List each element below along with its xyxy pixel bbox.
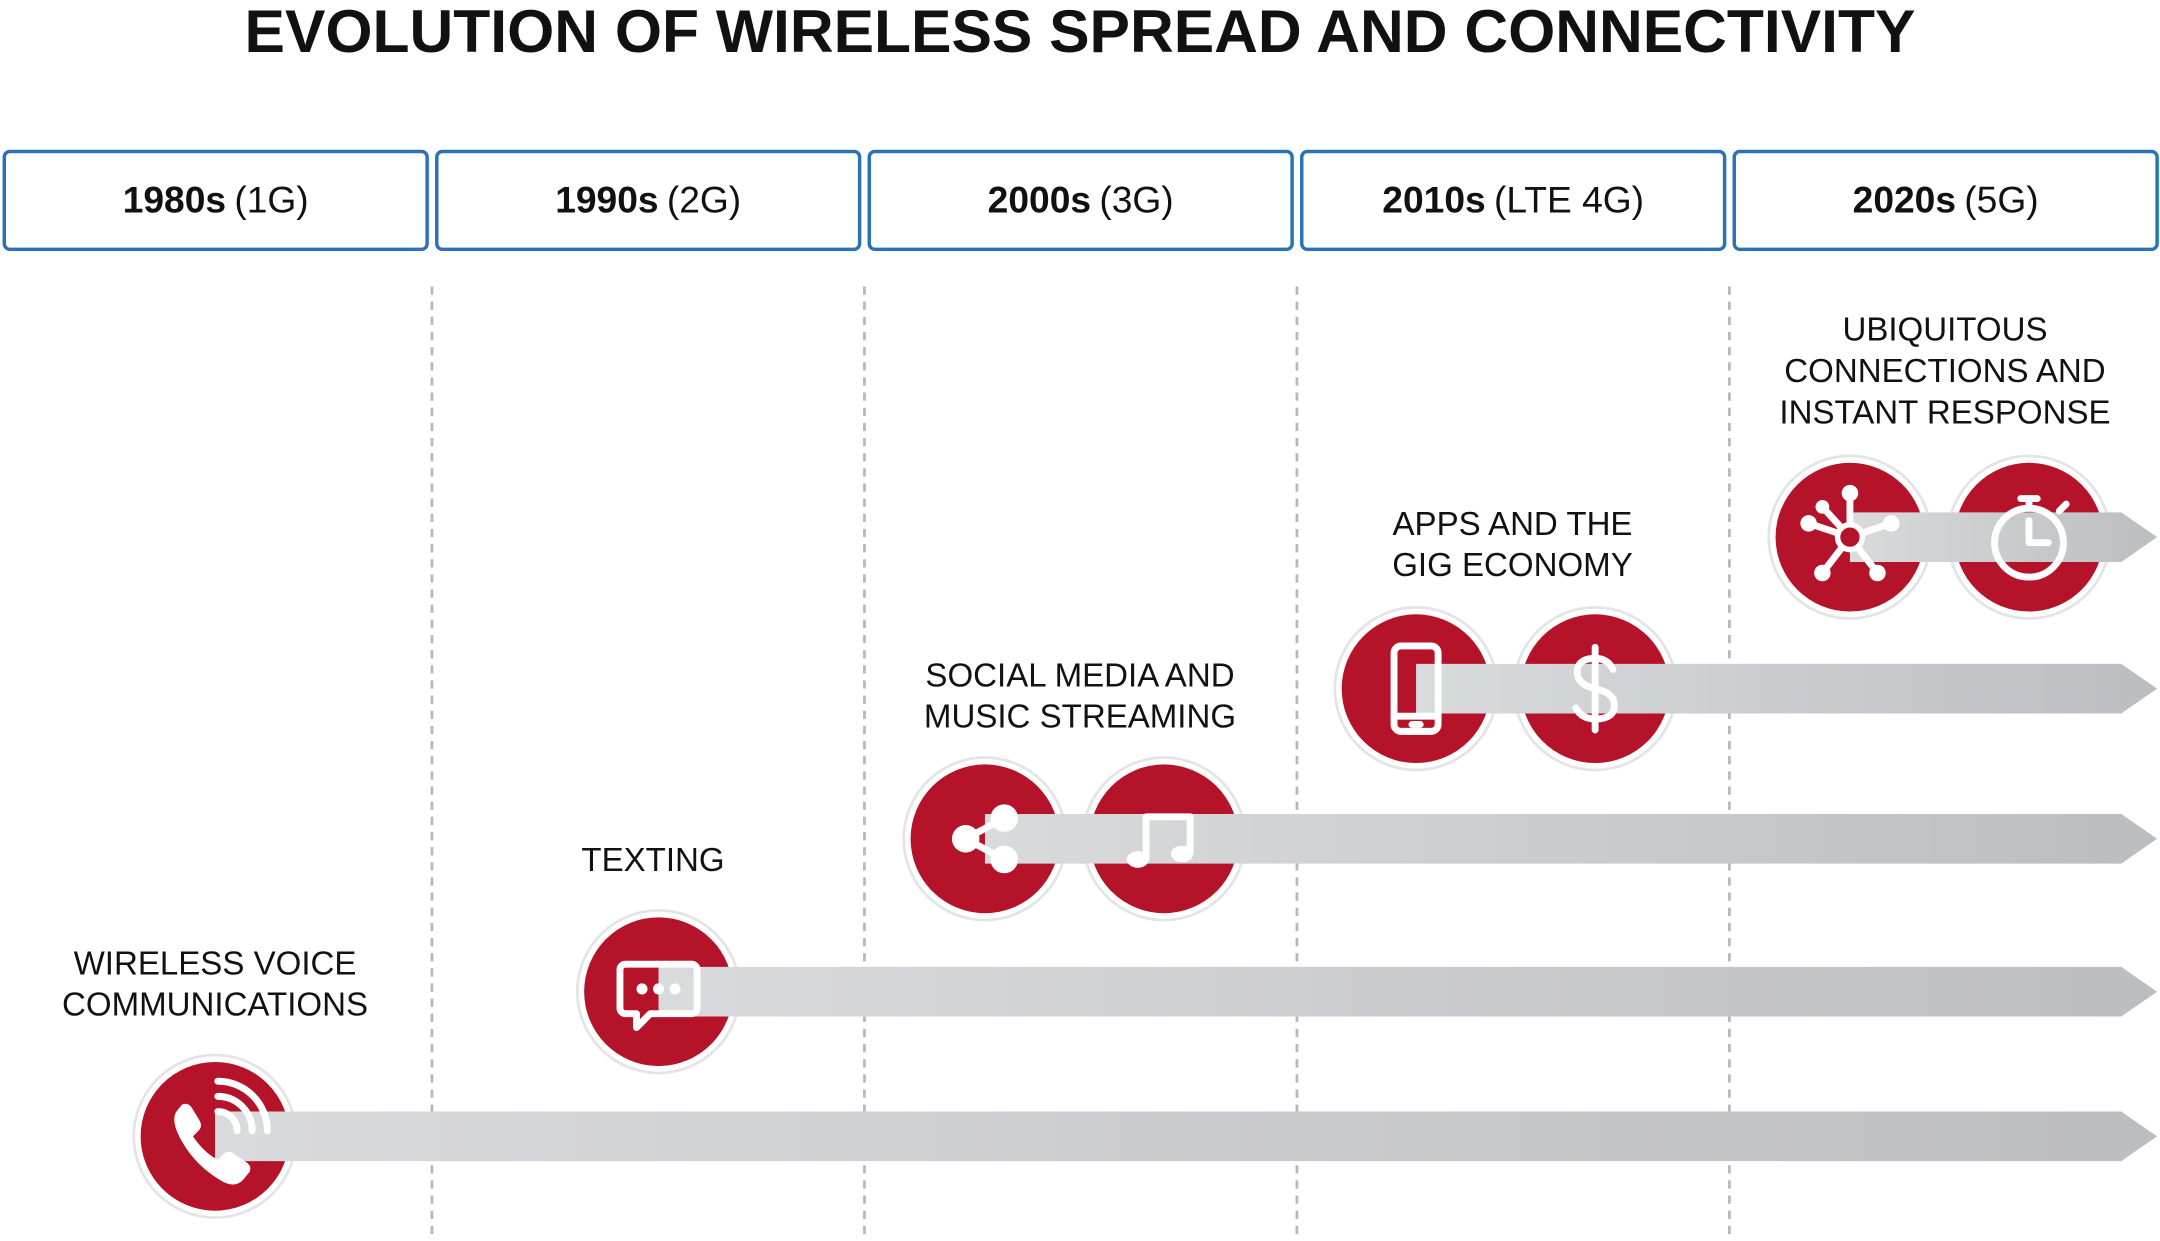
era-generation: (2G) bbox=[667, 178, 741, 220]
era-box bbox=[867, 149, 1294, 252]
era-box bbox=[435, 149, 862, 252]
timeline-arrow bbox=[1849, 512, 2158, 562]
icon-dollar bbox=[1572, 643, 1618, 734]
era-box bbox=[1732, 149, 2159, 252]
milestone-label: INSTANT RESPONSE bbox=[1779, 394, 2110, 431]
milestone-label: SOCIAL MEDIA AND bbox=[925, 657, 1234, 694]
icon-smartphone bbox=[1390, 642, 1442, 735]
title: EVOLUTION OF WIRELESS SPREAD AND CONNECT… bbox=[245, 0, 1916, 65]
timeline-arrow bbox=[984, 814, 2158, 864]
era-generation: (5G) bbox=[1964, 178, 2038, 220]
era-decade: 1980s bbox=[123, 178, 226, 220]
milestone-label: COMMUNICATIONS bbox=[62, 987, 368, 1024]
era-decade: 2000s bbox=[988, 178, 1091, 220]
icon-network bbox=[1800, 484, 1900, 582]
timeline-arrow bbox=[1416, 663, 2158, 714]
milestone-label: TEXTING bbox=[581, 842, 724, 879]
era-label: 1980s (1G) bbox=[123, 178, 309, 220]
era-label: 2020s (5G) bbox=[1853, 178, 2039, 220]
era-generation: (3G) bbox=[1099, 178, 1173, 220]
milestone-label: MUSIC STREAMING bbox=[924, 699, 1236, 736]
icons bbox=[174, 484, 2070, 1185]
era-generation: (LTE 4G) bbox=[1494, 178, 1644, 220]
era-generation: (1G) bbox=[234, 178, 308, 220]
milestone-label: APPS AND THE bbox=[1392, 506, 1632, 543]
icon-phone-call bbox=[174, 1077, 271, 1185]
timeline-arrow bbox=[658, 966, 2158, 1017]
milestone-label: WIRELESS VOICE bbox=[74, 945, 357, 982]
milestone-label: UBIQUITOUS bbox=[1842, 312, 2047, 349]
era-decade: 2010s bbox=[1382, 178, 1485, 220]
icon-music bbox=[1126, 813, 1194, 868]
era-decade: 2020s bbox=[1853, 178, 1956, 220]
icon-chat bbox=[616, 960, 701, 1031]
timeline-arrow bbox=[215, 1111, 2158, 1162]
era-label: 1990s (2G) bbox=[555, 178, 741, 220]
era-box bbox=[1300, 149, 1727, 252]
icon-share bbox=[951, 804, 1019, 874]
icon-stopwatch bbox=[1991, 495, 2070, 581]
milestone-label: GIG ECONOMY bbox=[1392, 547, 1633, 584]
era-label: 2010s (LTE 4G) bbox=[1382, 178, 1644, 220]
era-box bbox=[2, 149, 429, 252]
milestone-label: CONNECTIONS AND bbox=[1784, 353, 2105, 390]
era-decade: 1990s bbox=[555, 178, 658, 220]
era-label: 2000s (3G) bbox=[988, 178, 1174, 220]
